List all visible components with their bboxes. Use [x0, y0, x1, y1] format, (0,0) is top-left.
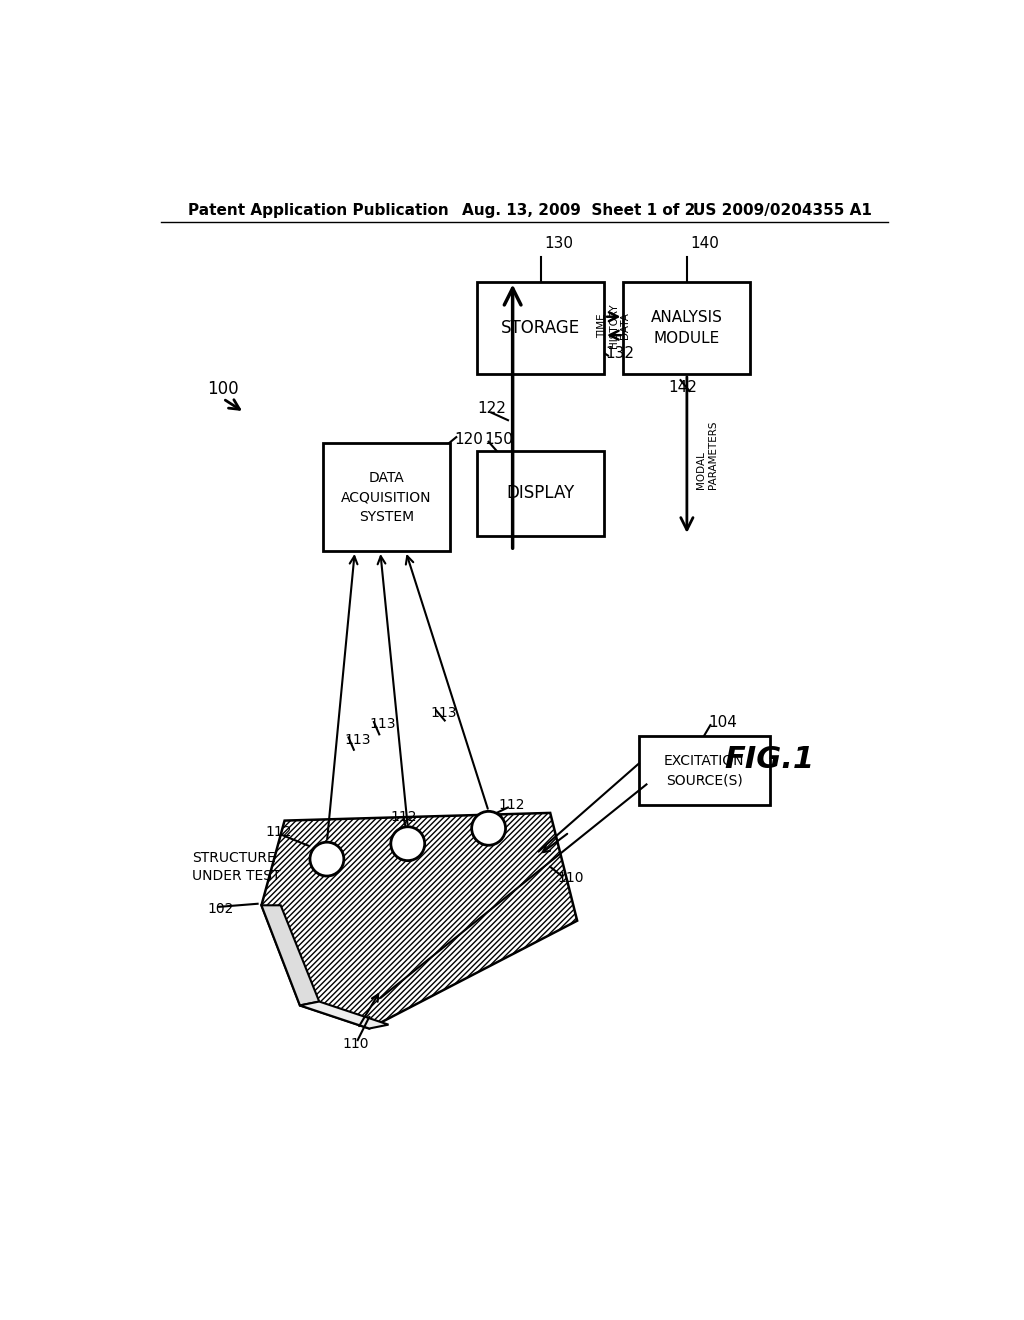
Text: 140: 140	[691, 235, 720, 251]
Text: 100: 100	[208, 380, 240, 399]
Polygon shape	[261, 906, 319, 1006]
Bar	[624, 281, 751, 374]
Text: MODAL
PARAMETERS: MODAL PARAMETERS	[696, 421, 718, 490]
Text: 104: 104	[708, 714, 737, 730]
Text: 130: 130	[545, 235, 573, 251]
Text: 132: 132	[605, 346, 635, 362]
Text: 113: 113	[431, 706, 458, 719]
Text: 113: 113	[370, 717, 395, 731]
Text: 112: 112	[265, 825, 292, 840]
Polygon shape	[300, 1002, 388, 1028]
Text: FIG.1: FIG.1	[725, 744, 815, 774]
Text: 112: 112	[499, 799, 525, 812]
Circle shape	[310, 842, 344, 876]
Circle shape	[391, 826, 425, 861]
Text: 113: 113	[345, 733, 371, 747]
Text: STORAGE: STORAGE	[501, 319, 581, 337]
Text: 142: 142	[668, 380, 696, 396]
Text: 120: 120	[454, 432, 483, 447]
Text: 122: 122	[477, 401, 507, 416]
Bar	[477, 451, 604, 536]
Text: 110: 110	[342, 1038, 369, 1051]
Text: EXCITATION
SOURCE(S): EXCITATION SOURCE(S)	[664, 754, 744, 787]
Text: DISPLAY: DISPLAY	[507, 484, 574, 503]
Text: TIME
HISTORY
DATA: TIME HISTORY DATA	[597, 304, 631, 348]
Text: DATA
ACQUISITION
SYSTEM: DATA ACQUISITION SYSTEM	[341, 471, 432, 524]
Polygon shape	[261, 813, 578, 1028]
Text: STRUCTURE
UNDER TEST: STRUCTURE UNDER TEST	[193, 850, 281, 883]
Text: ANALYSIS
MODULE: ANALYSIS MODULE	[651, 310, 723, 346]
Bar	[477, 281, 604, 374]
Bar	[639, 737, 770, 805]
Circle shape	[472, 812, 506, 845]
Bar	[323, 444, 451, 552]
Text: Patent Application Publication: Patent Application Publication	[188, 203, 450, 218]
Text: Aug. 13, 2009  Sheet 1 of 2: Aug. 13, 2009 Sheet 1 of 2	[462, 203, 695, 218]
Text: 150: 150	[484, 432, 514, 447]
Text: 112: 112	[391, 809, 418, 824]
Text: US 2009/0204355 A1: US 2009/0204355 A1	[692, 203, 871, 218]
Text: 110: 110	[558, 871, 585, 886]
Text: 102: 102	[208, 902, 233, 916]
